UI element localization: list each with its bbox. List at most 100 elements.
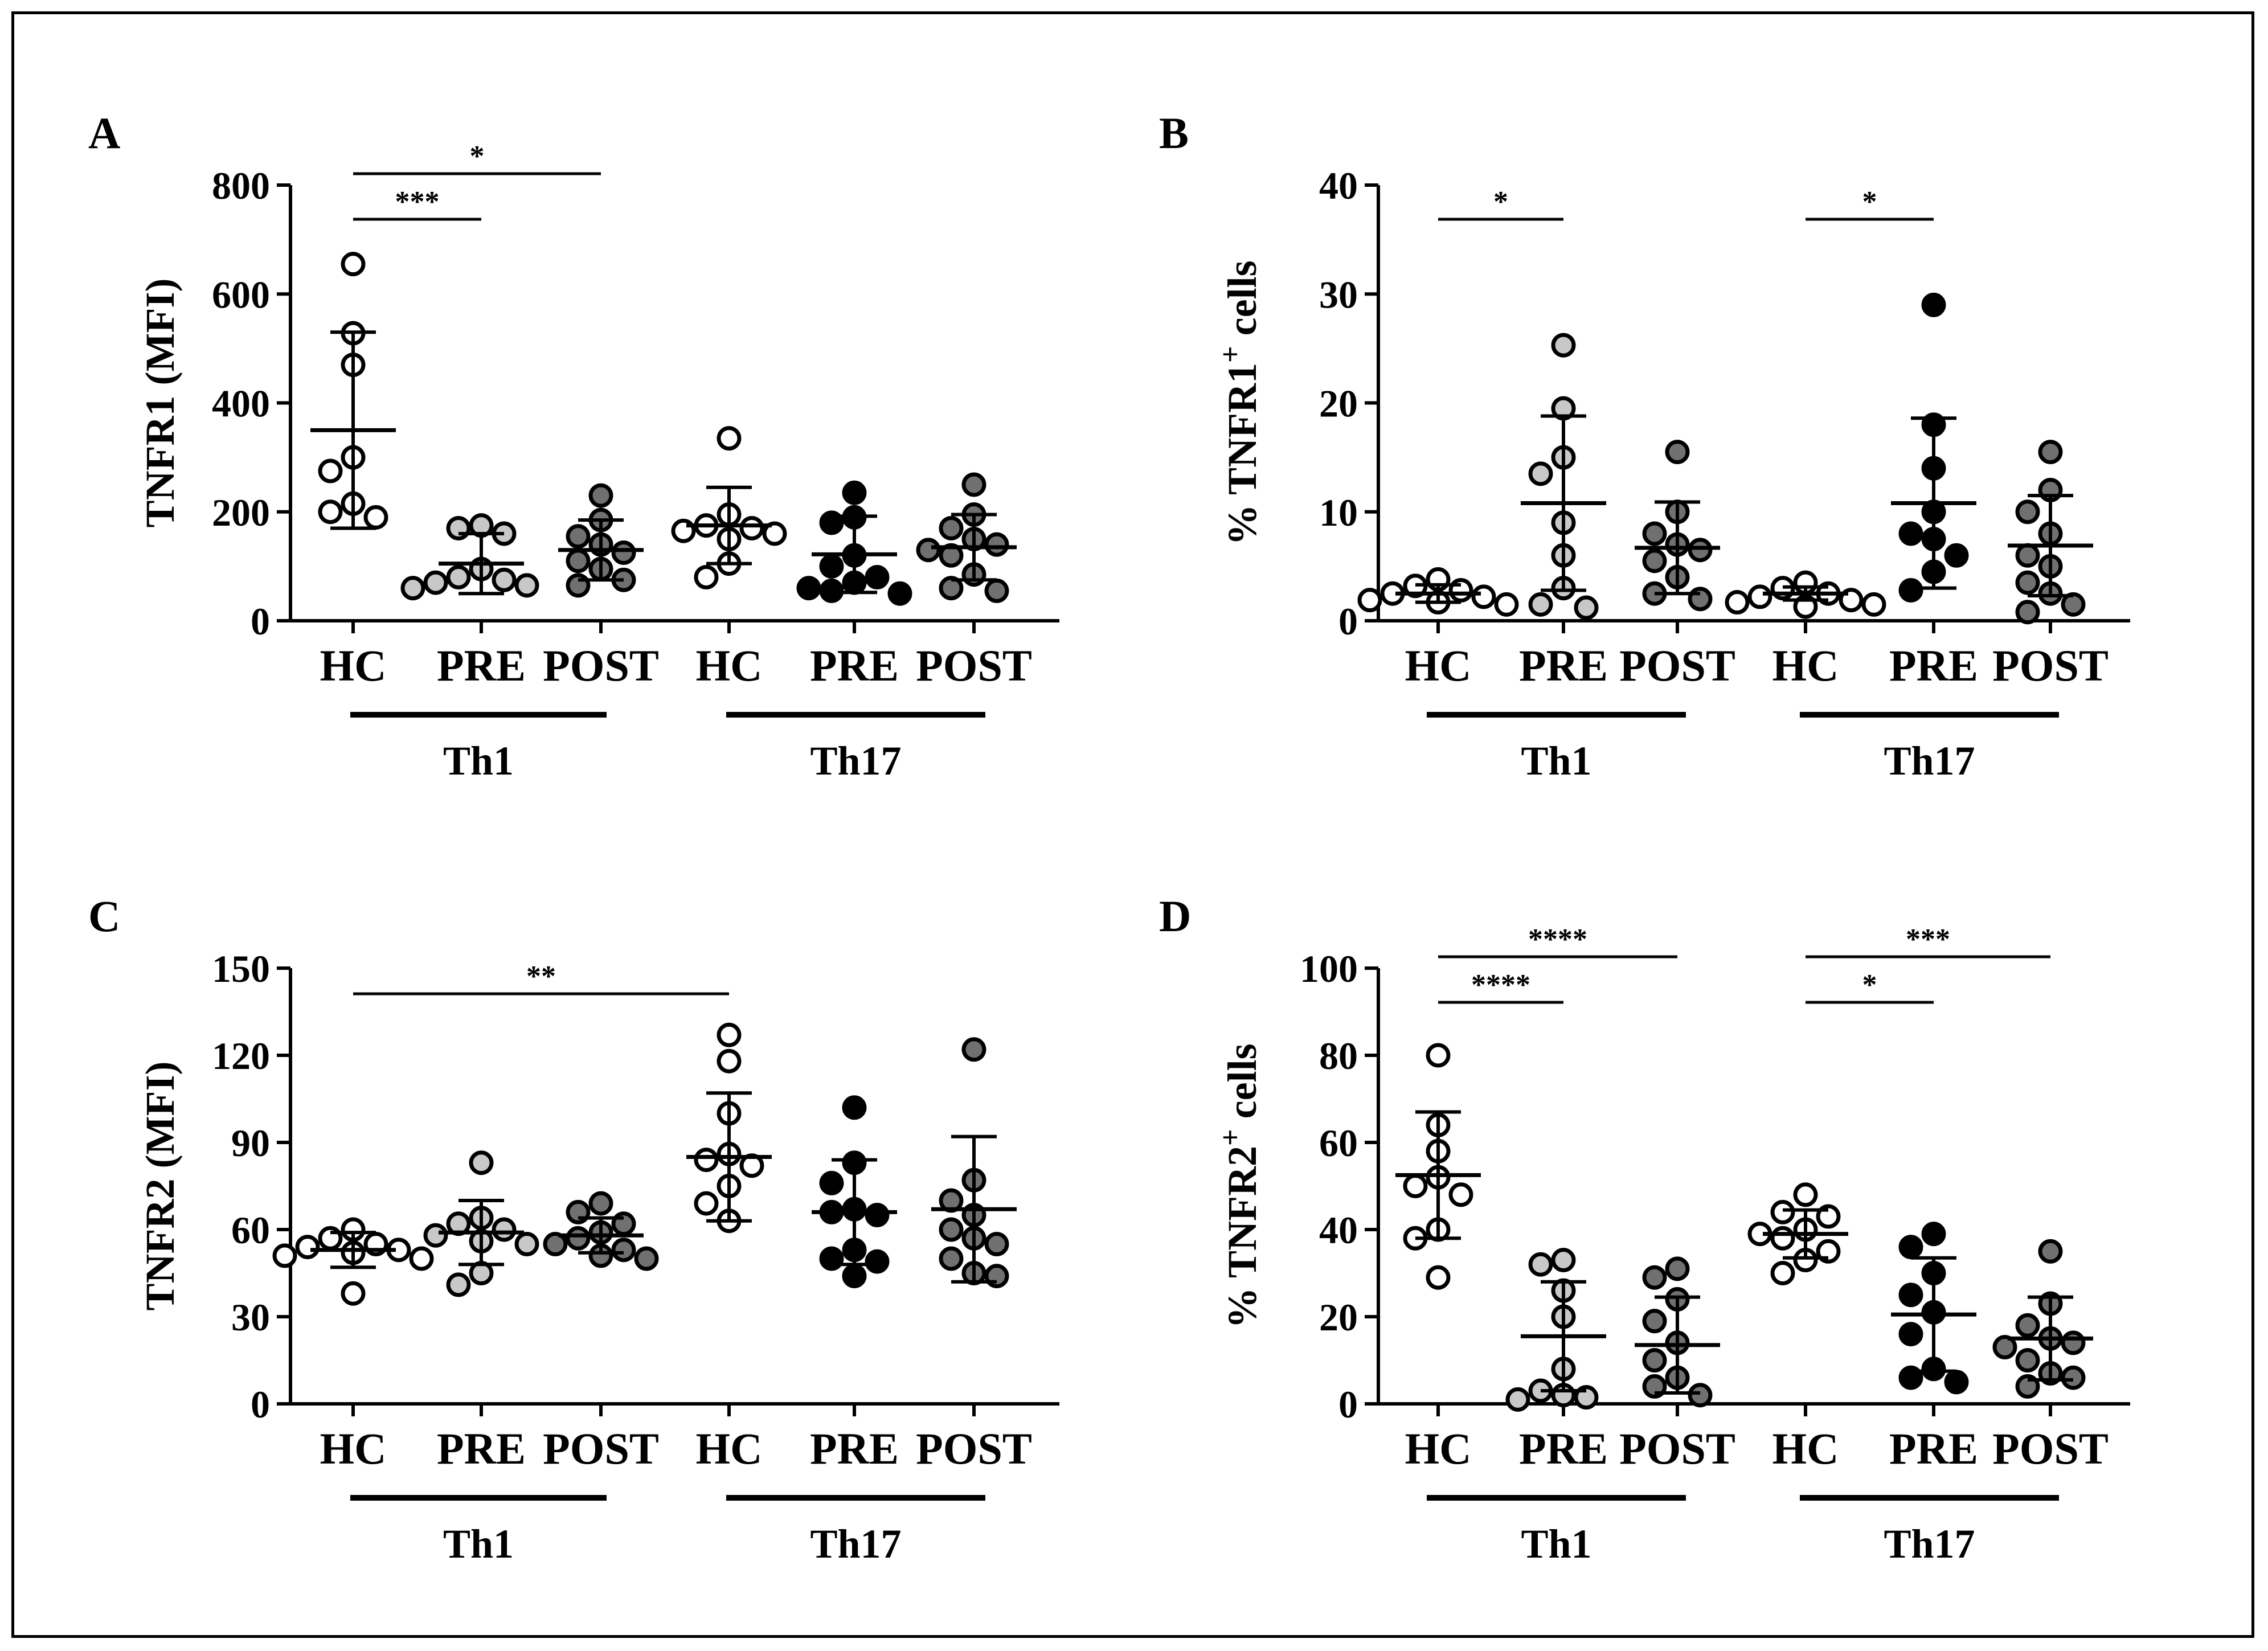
y-axis-label-main: TNFR1 (MFI)	[137, 278, 183, 528]
y-tick-label: 40	[1319, 1208, 1358, 1252]
y-tick-label: 0	[251, 600, 270, 643]
y-tick-label: 40	[1319, 164, 1358, 207]
y-axis-label: TNFR2 (MFI)	[137, 1062, 183, 1311]
x-tick-label: HC	[1405, 641, 1472, 690]
y-tick-label: 400	[212, 382, 270, 425]
y-axis-label-suffix: cells	[1219, 1043, 1265, 1129]
x-tick-label: POST	[1992, 1424, 2109, 1473]
data-point	[1642, 1309, 1667, 1334]
data-point	[543, 1232, 568, 1256]
data-point	[272, 1243, 297, 1268]
y-tick-label: 0	[251, 1383, 270, 1426]
y-tick-label: 80	[1319, 1034, 1358, 1078]
data-point	[2015, 570, 2040, 595]
y-axis-label: % TNFR2+ cells	[1214, 1043, 1265, 1328]
data-point	[842, 1095, 867, 1120]
y-tick-label: 60	[1319, 1121, 1358, 1165]
data-point	[1665, 440, 1690, 465]
data-point	[1898, 1283, 1923, 1308]
data-point	[984, 578, 1009, 603]
significance-label: ****	[1471, 969, 1530, 1001]
data-point	[492, 567, 517, 592]
data-point	[446, 565, 471, 589]
data-point	[1426, 1265, 1451, 1290]
data-point	[694, 565, 719, 589]
y-tick-label: 90	[231, 1121, 270, 1165]
x-tick-label: HC	[1772, 641, 1839, 690]
group-label: Th17	[1884, 1521, 1975, 1567]
x-tick-label: HC	[1772, 1424, 1839, 1473]
data-point	[1642, 1265, 1667, 1290]
data-point	[842, 1264, 867, 1289]
x-tick-label: HC	[320, 1424, 387, 1473]
data-point	[694, 1191, 719, 1216]
y-axis-label-main: TNFR2 (MFI)	[137, 1062, 183, 1311]
data-point	[566, 524, 591, 549]
x-tick-label: PRE	[1889, 1424, 1978, 1473]
y-tick-label: 600	[212, 273, 270, 316]
x-tick-label: PRE	[810, 641, 899, 690]
y-tick-label: 0	[1338, 600, 1358, 643]
data-point	[2015, 499, 2040, 525]
data-point	[1665, 1256, 1690, 1281]
data-point	[819, 554, 844, 579]
data-point	[566, 548, 591, 573]
significance-label: ****	[1528, 923, 1587, 956]
x-tick-label: POST	[916, 1424, 1032, 1473]
data-point	[400, 576, 425, 601]
data-point	[1471, 584, 1496, 609]
data-point	[2015, 1348, 2040, 1373]
significance-label: **	[526, 960, 556, 993]
y-axis-label: % TNFR1+ cells	[1214, 260, 1265, 545]
data-point	[842, 480, 867, 505]
data-point	[694, 1148, 719, 1173]
data-point	[295, 1235, 320, 1260]
data-point	[1642, 521, 1667, 546]
x-tick-label: HC	[320, 641, 387, 690]
data-point	[1528, 461, 1553, 486]
data-point	[566, 573, 591, 598]
data-point	[796, 576, 821, 601]
data-point	[961, 472, 986, 497]
data-point	[1448, 1182, 1473, 1207]
group-label: Th17	[810, 738, 901, 784]
data-point	[2015, 1313, 2040, 1338]
data-point	[634, 1246, 659, 1271]
panel-letter: C	[88, 891, 120, 941]
data-point	[363, 505, 388, 530]
data-point	[2038, 1239, 2063, 1264]
data-point	[1898, 521, 1923, 546]
x-tick-label: POST	[1619, 1424, 1735, 1473]
y-axis-label-superscript: +	[1214, 1129, 1247, 1146]
data-point	[984, 532, 1009, 557]
data-point	[566, 1226, 591, 1251]
x-tick-label: PRE	[437, 641, 526, 690]
data-point	[514, 573, 539, 598]
data-point	[939, 543, 964, 568]
y-tick-label: 30	[231, 1296, 270, 1339]
x-tick-label: HC	[696, 1424, 763, 1473]
panel-letter: B	[1159, 108, 1189, 158]
y-axis-label-superscript: +	[1214, 346, 1247, 363]
data-point	[1861, 592, 1886, 617]
significance-label: *	[1493, 186, 1508, 218]
x-tick-label: POST	[916, 641, 1032, 690]
y-axis-label-main: % TNFR1	[1219, 363, 1265, 546]
data-point	[1770, 1199, 1795, 1224]
data-point	[423, 1223, 448, 1248]
data-point	[588, 483, 613, 508]
data-point	[1574, 595, 1599, 620]
data-point	[939, 1246, 964, 1271]
data-point	[865, 1249, 890, 1274]
data-point	[318, 499, 343, 525]
data-point	[611, 1238, 636, 1263]
y-axis-label-suffix: cells	[1219, 260, 1265, 346]
data-point	[341, 1281, 366, 1306]
data-point	[2015, 600, 2040, 625]
x-tick-label: PRE	[1519, 641, 1608, 690]
significance-label: *	[470, 140, 485, 173]
data-point	[588, 1191, 613, 1216]
x-tick-label: PRE	[1519, 1424, 1608, 1473]
data-point	[1770, 1226, 1795, 1251]
